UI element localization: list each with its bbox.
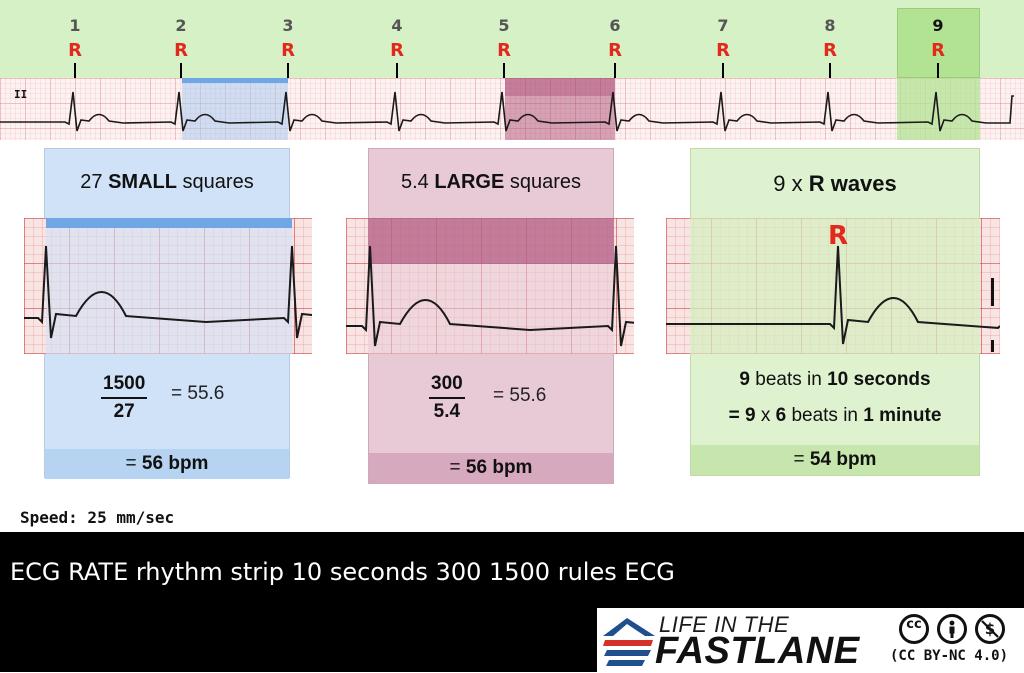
r-waves-result: = 54 bpm — [691, 445, 979, 475]
fastlane-logo-icon — [603, 618, 655, 666]
license-label: (CC BY-NC 4.0) — [890, 648, 1009, 664]
beat-number-2: 2 — [175, 16, 187, 35]
beat-number-8: 8 — [824, 16, 836, 35]
logo-line-1: LIFE IN THE — [659, 612, 790, 637]
beat-number-7: 7 — [717, 16, 729, 35]
beat-number-5: 5 — [498, 16, 510, 35]
r-tick-9 — [937, 63, 939, 78]
r-tick-8 — [829, 63, 831, 78]
r-tick-7 — [722, 63, 724, 78]
beats-in-ten-seconds: 9 beats in 10 seconds — [739, 369, 931, 390]
caption-text: ECG RATE rhythm strip 10 seconds 300 150… — [10, 558, 675, 586]
r-tick-5 — [503, 63, 505, 78]
r-marker-2: R — [174, 40, 188, 61]
beat-number-9: 9 — [932, 16, 944, 35]
rhythm-strip: II — [0, 78, 1024, 140]
r-tick-4 — [396, 63, 398, 78]
r-marker-3: R — [281, 40, 295, 61]
r-waves-grid: R — [666, 218, 1000, 354]
r-tick-3 — [287, 63, 289, 78]
r-marker-4: R — [390, 40, 404, 61]
beat-number-1: 1 — [69, 16, 81, 35]
r-marker-1: R — [68, 40, 82, 61]
beats-in-one-minute: = 9 x 6 beats in 1 minute — [728, 405, 942, 426]
beat-number-6: 6 — [609, 16, 621, 35]
r-marker-9: R — [931, 40, 945, 61]
large-squares-result: = 56 bpm — [369, 453, 613, 483]
small-squares-title: 27 SMALL squares — [80, 171, 254, 193]
large-squares-title: 5.4 LARGE squares — [400, 171, 582, 193]
beat-number-4: 4 — [391, 16, 403, 35]
r-marker-6: R — [608, 40, 622, 61]
small-squares-highlight — [182, 78, 288, 140]
r-marker-5: R — [497, 40, 511, 61]
large-squares-fraction: 300 5.4 — [429, 373, 465, 422]
large-squares-top-bar — [505, 78, 615, 96]
large-squares-grid — [346, 218, 634, 354]
speed-label: Speed: 25 mm/sec — [20, 508, 175, 527]
r-tick-2 — [180, 63, 182, 78]
large-squares-equation: = 55.6 — [493, 385, 547, 406]
beat-header — [0, 0, 1024, 78]
large-squares-highlight — [505, 78, 615, 140]
r-marker-7: R — [716, 40, 730, 61]
cc-icon: cc — [899, 614, 929, 644]
ecg-trace — [0, 91, 1014, 132]
r-waves-title: 9 x R waves — [773, 171, 897, 196]
r-tick-1 — [74, 63, 76, 78]
r-wave-label: R — [828, 221, 848, 251]
r-tick-6 — [614, 63, 616, 78]
logo-line-2: FASTLANE — [655, 630, 860, 672]
small-squares-top-bar — [182, 78, 288, 83]
small-squares-fraction: 1500 27 — [101, 373, 148, 422]
r-marker-8: R — [823, 40, 837, 61]
non-commercial-icon: $ — [975, 614, 1005, 644]
small-squares-equation: = 55.6 — [171, 383, 225, 404]
logo-box: LIFE IN THE FASTLANE cc $ (CC BY-NC 4.0) — [597, 608, 1024, 672]
attribution-icon — [937, 614, 967, 644]
lead-label: II — [14, 88, 27, 101]
small-squares-result: = 56 bpm — [45, 449, 289, 479]
beat-number-3: 3 — [282, 16, 294, 35]
small-squares-grid — [24, 218, 312, 354]
